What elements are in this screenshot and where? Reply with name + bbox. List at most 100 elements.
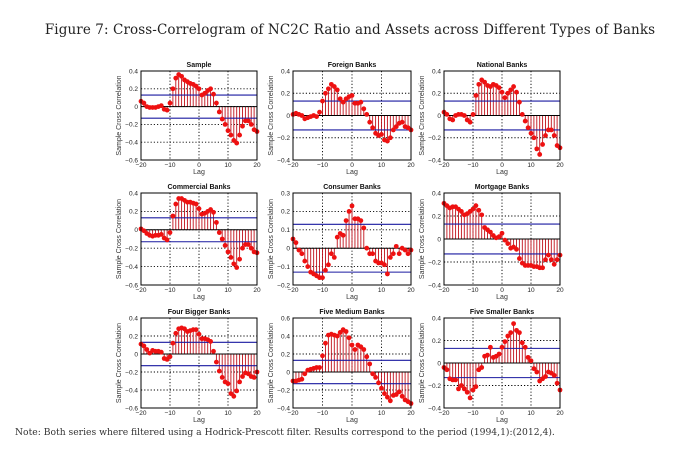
data-point — [470, 111, 476, 117]
data-point — [158, 349, 164, 355]
data-point — [358, 99, 364, 105]
data-point — [323, 267, 328, 273]
data-point — [173, 75, 179, 81]
data-point — [554, 257, 560, 263]
axes-frame — [292, 317, 412, 409]
y-axis-label: Sample Cross Correlation — [116, 199, 123, 279]
x-tick-label: −20 — [438, 162, 449, 169]
data-point — [387, 398, 393, 404]
x-tick-label: 0 — [500, 287, 504, 294]
data-point — [358, 218, 364, 224]
x-tick-label: −20 — [438, 287, 449, 294]
x-axis-label: Lag — [496, 417, 508, 424]
data-point — [385, 271, 390, 277]
data-point — [488, 229, 493, 235]
x-tick-label: −20 — [287, 287, 298, 294]
data-point — [367, 361, 373, 367]
y-tick-label: 0 — [437, 360, 441, 367]
data-point — [296, 247, 302, 253]
data-point — [543, 133, 548, 138]
data-point — [234, 265, 240, 270]
panel-title: Commercial Banks — [167, 184, 230, 191]
y-tick-label: −0.1 — [277, 264, 290, 271]
y-tick-label: −0.2 — [277, 135, 290, 142]
data-point — [208, 86, 214, 92]
data-point — [370, 125, 376, 131]
data-point — [302, 371, 308, 377]
data-point — [337, 96, 343, 102]
data-point — [219, 375, 225, 380]
panel-mortgage-banks: Mortgage Banks −20 −10 0 10 20 −0.4 −0.2 0 0.2 0.4… — [419, 184, 564, 301]
data-point — [234, 388, 240, 394]
panel-title: Consumer Banks — [323, 184, 381, 191]
y-axis-label: Sample Cross Correlation — [268, 75, 275, 155]
data-point — [528, 358, 534, 364]
data-point — [473, 203, 479, 209]
x-tick-label: 0 — [197, 287, 201, 294]
y-axis-label: Sample Cross Correlation — [116, 323, 123, 403]
data-point — [505, 90, 511, 96]
y-axis-label: Sample Cross Correlation — [268, 199, 275, 279]
y-tick-label: 0.2 — [129, 333, 138, 340]
data-point — [245, 118, 251, 124]
y-tick-label: 0.2 — [432, 338, 441, 345]
y-tick-label: 0 — [437, 113, 441, 120]
data-point — [352, 347, 358, 352]
y-tick-label: 0.2 — [281, 351, 290, 358]
x-tick-label: 20 — [556, 287, 564, 294]
panel-title: Mortgage Banks — [475, 184, 530, 191]
data-point — [225, 381, 231, 387]
y-tick-label: −0.4 — [125, 387, 138, 394]
x-tick-label: 0 — [197, 162, 201, 169]
data-point — [334, 234, 340, 240]
data-point — [167, 354, 173, 360]
x-tick-label: −10 — [317, 162, 328, 169]
data-point — [534, 369, 540, 375]
axes-frame — [292, 70, 412, 161]
x-tick-label: 10 — [527, 162, 535, 169]
data-point — [196, 86, 202, 92]
data-point — [470, 387, 476, 393]
x-tick-label: 0 — [350, 410, 354, 417]
x-tick-label: −20 — [135, 287, 146, 294]
x-axis-label: Lag — [346, 294, 358, 301]
data-point — [496, 234, 502, 240]
y-tick-label: −0.4 — [277, 405, 290, 412]
panel-national-banks: National Banks −20 −10 0 10 20 −0.4 −0.2 0 0.2 0.4… — [419, 62, 564, 176]
data-point — [399, 393, 405, 399]
data-point — [237, 256, 243, 262]
x-tick-label: −10 — [317, 287, 328, 294]
data-point — [461, 113, 467, 118]
data-point — [211, 209, 216, 215]
x-tick-label: 0 — [350, 287, 354, 294]
y-tick-label: −0.4 — [277, 157, 290, 164]
y-tick-label: −0.2 — [428, 259, 441, 266]
data-point — [522, 344, 528, 350]
data-point — [470, 206, 476, 212]
data-point — [508, 330, 514, 336]
y-tick-label: 0.2 — [281, 209, 290, 216]
data-point — [170, 213, 176, 219]
panel-five-medium-banks: Five Medium Banks −20 −10 0 10 20 −0.4 −0.2 0 0.2… — [268, 309, 415, 424]
y-tick-label: 0 — [437, 236, 441, 243]
data-point — [517, 256, 522, 261]
y-tick-label: −0.2 — [277, 387, 290, 394]
data-point — [349, 342, 355, 348]
data-point — [499, 89, 505, 95]
data-point — [179, 73, 185, 79]
data-point — [517, 330, 522, 336]
x-axis-label: Lag — [193, 169, 205, 176]
data-point — [525, 354, 531, 360]
data-point — [473, 93, 479, 98]
data-point — [228, 132, 234, 138]
x-tick-label: 0 — [350, 162, 354, 169]
y-tick-label: 0.4 — [129, 190, 138, 197]
data-point — [543, 257, 548, 263]
data-point — [364, 245, 370, 251]
data-point — [323, 90, 328, 96]
data-point — [387, 255, 393, 260]
data-point — [237, 379, 243, 385]
data-point — [222, 243, 228, 248]
x-tick-label: 20 — [407, 410, 415, 417]
panel-sample: Sample −20 −10 0 10 20 −0.6 −0.4 −0.2 0 0.2 0.4 Lag S… — [116, 62, 261, 176]
